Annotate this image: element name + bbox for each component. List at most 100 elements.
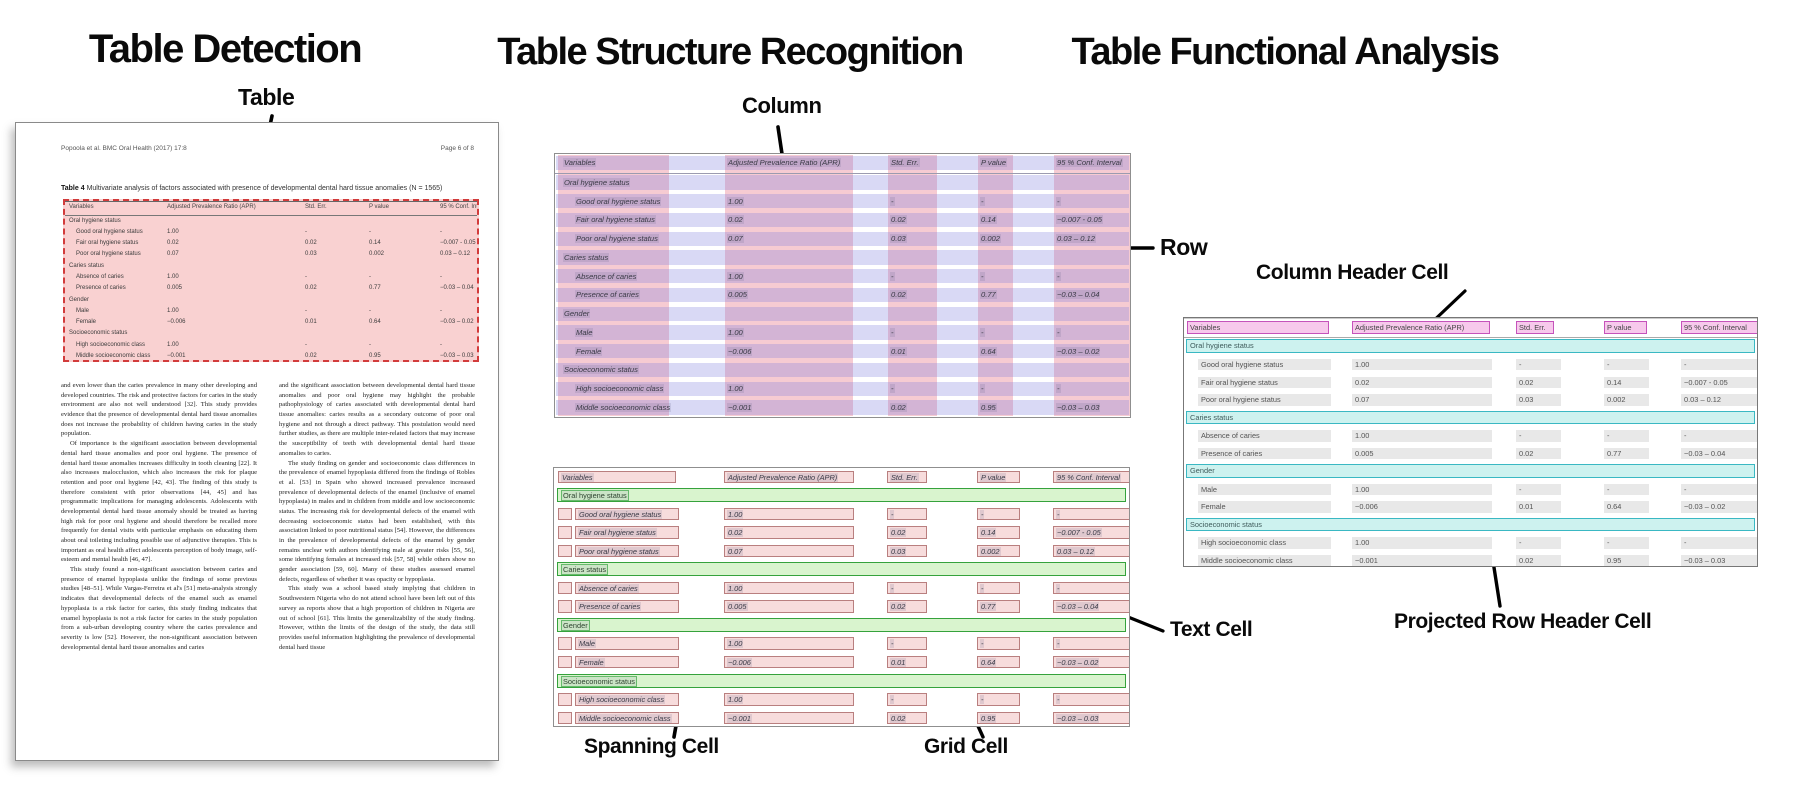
table-row: Male 1.00- - -	[76, 307, 442, 314]
projected-row-header-cell: Oral hygiene status	[1186, 339, 1755, 353]
text-cell: -	[1053, 637, 1129, 650]
page-number: Page 6 of 8	[440, 145, 474, 152]
column-header-cell: P value	[1604, 321, 1647, 334]
table-row: Male 1.00- - -	[1184, 481, 1757, 499]
grid-cell	[558, 655, 572, 669]
table-row: High socioeconomic class 1.00- - -	[1184, 534, 1757, 552]
column-header-cell: 95 % Conf. Interval	[1681, 321, 1757, 334]
cell-row: Good oral hygiene status 1.00 - - -	[554, 505, 1129, 524]
table-row: High socioeconomic class 1.00- - -	[76, 341, 442, 348]
row-overlay: Fair oral hygiene status 0.02 0.02 0.14 −0.0…	[555, 211, 1130, 230]
table-row: Middle socioeconomic class −0.001 0.02 0.95…	[1184, 552, 1757, 566]
text-cell: 0.07	[724, 544, 854, 558]
table-caption-text: Multivariate analysis of factors associa…	[86, 185, 443, 192]
table-row: Caries status	[69, 262, 105, 269]
column-header-cell: Adjusted Prevalence Ratio (APR)	[1352, 321, 1490, 334]
text-cell: 0.03	[887, 544, 927, 558]
column-overlay	[1054, 155, 1130, 416]
table-row: Absence of caries 1.00- - -	[1184, 427, 1757, 445]
text-cell: 0.77	[977, 600, 1020, 613]
text-cell: −0.03 – 0.04	[1053, 600, 1129, 613]
text-cell: High socioeconomic class	[575, 693, 679, 706]
cell-row: Poor oral hygiene status 0.07 0.03 0.002 0.0…	[554, 542, 1129, 561]
table-row: Presence of caries 0.005 0.02 0.77 −0.03 – 0…	[1184, 445, 1757, 463]
structure-cells-table: Variables Adjusted Prevalence Ratio (APR)…	[553, 467, 1130, 727]
text-cell: 0.64	[977, 655, 1020, 669]
table-row: Socioeconomic status	[69, 330, 128, 337]
table-row: Gender	[69, 296, 90, 303]
table-row: Absence of caries 1.00- - -	[76, 273, 442, 280]
text-cell: -	[1053, 507, 1129, 521]
table-row: Good oral hygiene status 1.00- - -	[76, 228, 442, 235]
table-annotation-label: Table	[238, 84, 295, 110]
document-page: Page 6 of 8 Popoola et al. BMC Oral Heal…	[15, 122, 499, 761]
row-overlay: Oral hygiene status	[555, 174, 1130, 193]
text-cell: 1.00	[724, 581, 854, 595]
text-cell: -	[887, 507, 927, 521]
text-cell: 0.002	[977, 544, 1020, 558]
column-overlay	[558, 155, 669, 416]
projected-row-header-cell-annotation-label: Projected Row Header Cell	[1394, 610, 1652, 633]
column-header-cell-annotation-label: Column Header Cell	[1256, 261, 1449, 284]
table-row: Poor oral hygiene status 0.07 0.03 0.002 0.0…	[76, 251, 471, 258]
table-row: Female −0.006 0.01 0.64 −0.03 – 0.02	[76, 319, 474, 326]
cell-row: Gender	[554, 616, 1129, 635]
body-column-right: and the significant association between …	[279, 382, 475, 651]
cell-row: Fair oral hygiene status 0.02 0.02 0.14 −0.0…	[554, 524, 1129, 543]
header-row: Variables Adjusted Prevalence Ratio (APR)…	[1184, 318, 1757, 338]
text-cell: −0.007 - 0.05	[1053, 526, 1129, 539]
cell-row: Caries status	[554, 561, 1129, 580]
row-overlay: Socioeconomic status	[555, 361, 1130, 380]
grid-cell	[558, 544, 572, 558]
functional-analysis-table: Variables Adjusted Prevalence Ratio (APR)…	[1183, 317, 1758, 567]
text-cell: -	[887, 693, 927, 706]
row-overlay: Good oral hygiene status 1.00- - -	[555, 193, 1130, 212]
cell-row: Oral hygiene status	[554, 487, 1129, 506]
column-header-cell: Variables	[1187, 321, 1329, 334]
article-body-text: and even lower than the caries prevalenc…	[61, 381, 475, 721]
row-overlay-header: Variables Adjusted Prevalence Ratio (APR)…	[555, 154, 1130, 174]
cell-row: Male 1.00 - - -	[554, 635, 1129, 654]
structure-rows-columns-table: Variables Adjusted Prevalence Ratio (APR)…	[554, 153, 1131, 418]
spanning-cell-annotation-label: Spanning Cell	[584, 735, 719, 758]
row-overlay: Presence of caries 0.005 0.02 0.77 −0.03 – 0…	[555, 286, 1130, 305]
column-header-cell: Std. Err.	[1516, 321, 1554, 334]
text-cell: -	[977, 693, 1020, 706]
cell-row: High socioeconomic class 1.00 - - -	[554, 691, 1129, 710]
column-overlay	[888, 155, 937, 416]
table-caption-label: Table 4	[61, 185, 85, 192]
running-head: Page 6 of 8 Popoola et al. BMC Oral Heal…	[61, 145, 474, 152]
row-overlay: Caries status	[555, 249, 1130, 268]
panel-title-table-detection: Table Detection	[88, 27, 363, 71]
table-caption: Table 4 Multivariate analysis of factors…	[61, 185, 478, 192]
body-column-left: and even lower than the caries prevalenc…	[61, 382, 257, 651]
grid-cell	[558, 693, 572, 706]
text-cell: -	[977, 637, 1020, 650]
table-row: Fair oral hygiene status 0.02 0.02 0.14 −0.0…	[1184, 374, 1757, 392]
grid-cell	[558, 637, 572, 650]
spanning-cell: Caries status	[557, 562, 1126, 577]
row-overlay: Female −0.006 0.01 0.64 −0.03 – 0.02	[555, 343, 1130, 362]
spanning-cell: Socioeconomic status	[557, 673, 1126, 688]
grid-cell	[558, 711, 572, 725]
text-cell: −0.001	[724, 711, 854, 725]
row-overlay: Gender	[555, 305, 1130, 324]
text-cell: Middle socioeconomic class	[575, 711, 679, 725]
text-cell: −0.03 – 0.03	[1053, 711, 1129, 725]
row-overlay: Middle socioeconomic class −0.001 0.02 0.95…	[555, 399, 1130, 417]
text-cell: Absence of caries	[575, 581, 679, 595]
text-cell: 1.00	[724, 693, 854, 706]
cell-row: Socioeconomic status	[554, 672, 1129, 691]
table-row: Female −0.006 0.01 0.64 −0.03 – 0.02	[1184, 498, 1757, 516]
row-overlay: Male 1.00- - -	[555, 324, 1130, 343]
text-cell: 0.95	[977, 711, 1020, 725]
text-cell: -	[887, 637, 927, 650]
row-overlay: High socioeconomic class 1.00- - -	[555, 380, 1130, 399]
text-cell: 0.02	[887, 526, 927, 539]
row-overlay: Absence of caries 1.00- - -	[555, 268, 1130, 287]
text-cell: −0.006	[724, 655, 854, 669]
grid-cell	[558, 526, 572, 539]
projected-row-header-cell: Caries status	[1186, 410, 1755, 425]
table-header-row: Variables Adjusted Prevalence Ratio (APR)…	[65, 201, 477, 216]
